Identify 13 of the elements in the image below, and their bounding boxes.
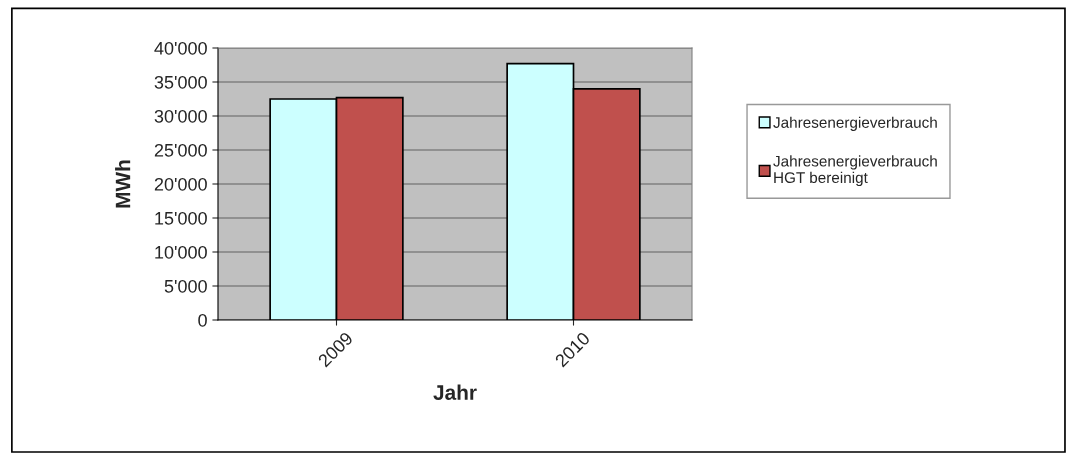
- y-axis-title: MWh: [115, 160, 131, 208]
- legend-label: Jahresenergieverbrauch HGT bereinigt: [773, 155, 937, 187]
- x-axis-title: Jahr: [433, 384, 477, 400]
- y-tick-label: 10'000: [155, 245, 207, 259]
- y-tick-label: 5'000: [164, 279, 207, 293]
- y-tick-label: 35'000: [154, 75, 207, 89]
- y-tick-label: 25'000: [154, 143, 207, 157]
- y-tick-label: 15'000: [155, 211, 207, 225]
- y-tick-label: 20'000: [154, 177, 207, 191]
- y-tick-label: 0: [198, 313, 207, 327]
- legend-label: Jahresenergieverbrauch: [773, 116, 937, 131]
- y-tick-label: 40'000: [154, 41, 207, 55]
- y-tick-label: 30'000: [154, 109, 207, 123]
